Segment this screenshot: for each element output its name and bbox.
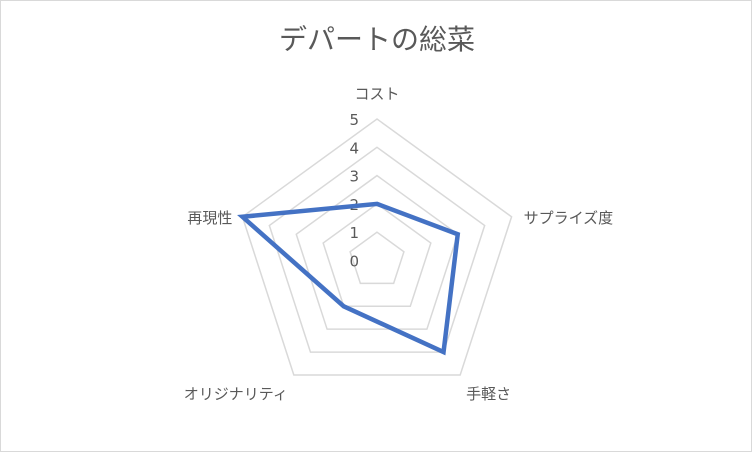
series-line: [237, 201, 461, 356]
grid-ring-1: [349, 231, 405, 285]
grid-ring-3: [295, 174, 459, 330]
category-label: 再現性: [187, 209, 232, 227]
chart-title: デパートの総菜: [279, 23, 475, 56]
tick-label: 3: [349, 168, 359, 186]
category-label: 手軽さ: [466, 385, 511, 403]
tick-label: 1: [349, 224, 359, 242]
tick-label: 4: [349, 139, 359, 157]
tick-label: 0: [349, 253, 359, 271]
tick-label: 5: [349, 111, 359, 129]
grid-ring-2: [322, 202, 432, 308]
category-label: サプライズ度: [524, 209, 614, 227]
grid-ring-5: [241, 118, 513, 376]
category-label: コスト: [354, 85, 399, 103]
category-label: オリジナリティ: [184, 385, 288, 403]
